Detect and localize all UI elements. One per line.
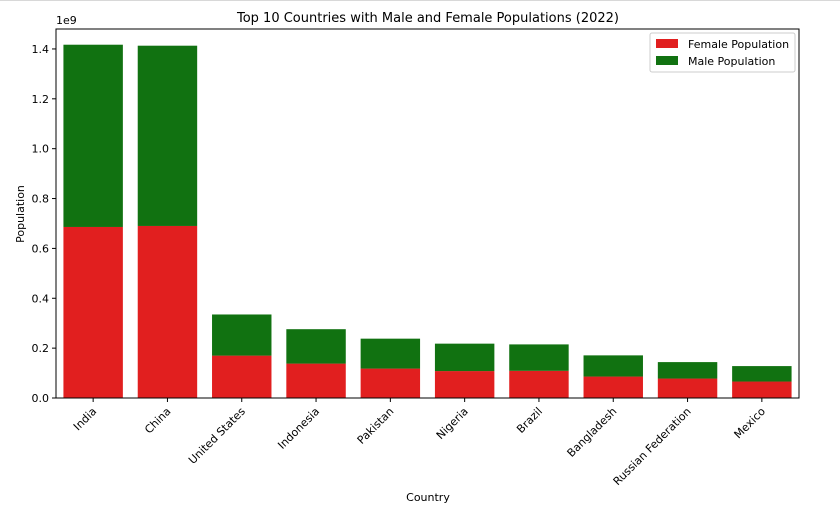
bar-female-brazil [509, 370, 569, 398]
y-axis-label: Population [14, 185, 27, 243]
y-axis: 0.0 0.2 0.4 0.6 0.8 1.0 1.2 1.4 [32, 43, 56, 405]
x-tick-label: Nigeria [434, 405, 471, 442]
bar-male-brazil [509, 344, 569, 371]
bar-female-bangladesh [583, 376, 643, 398]
bar-male-bangladesh [583, 355, 643, 377]
y-tick-label: 1.4 [32, 43, 50, 56]
legend-swatch-female [656, 39, 678, 48]
bar-male-india [63, 44, 123, 227]
bar-female-india [63, 226, 123, 398]
bar-male-pakistan [360, 338, 421, 369]
chart-title: Top 10 Countries with Male and Female Po… [236, 11, 619, 26]
legend: Female Population Male Population [649, 32, 796, 73]
bars-group [63, 44, 792, 398]
bar-female-united-states [212, 355, 272, 398]
bar-female-nigeria [434, 371, 495, 398]
y-tick-label: 0.0 [32, 392, 50, 405]
legend-frame [649, 32, 796, 73]
x-tick-label: Pakistan [355, 405, 397, 447]
bar-female-china [137, 225, 198, 398]
x-tick-label: Brazil [514, 405, 545, 436]
y-tick-label: 0.6 [32, 242, 50, 255]
bar-female-indonesia [286, 363, 346, 398]
bar-male-nigeria [434, 343, 495, 372]
bar-female-mexico [732, 381, 792, 398]
x-tick-label: China [142, 405, 173, 436]
legend-label-male: Male Population [688, 55, 775, 68]
y-tick-label: 0.4 [32, 292, 50, 305]
top-border [0, 0, 840, 1]
x-tick-label: India [71, 405, 99, 433]
bar-female-pakistan [360, 368, 421, 398]
y-tick-label: 0.8 [32, 193, 50, 206]
x-tick-label: Russian Federation [611, 405, 694, 488]
x-tick-label: Indonesia [275, 405, 322, 452]
bar-male-mexico [732, 366, 792, 382]
x-axis: India China United States Indonesia Pakistan… [71, 398, 768, 488]
legend-swatch-male [656, 56, 678, 65]
bar-male-russian-federation [657, 362, 718, 379]
bar-male-indonesia [286, 329, 346, 364]
x-tick-label: United States [186, 405, 248, 467]
legend-label-female: Female Population [688, 38, 789, 51]
y-scale-label: 1e9 [56, 14, 77, 27]
x-axis-label: Country [406, 491, 450, 504]
plot-frame [55, 28, 800, 399]
bar-female-russian-federation [657, 378, 718, 398]
y-tick-label: 1.2 [32, 93, 50, 106]
bar-male-china [137, 45, 198, 226]
y-tick-label: 0.2 [32, 342, 50, 355]
x-tick-label: Bangladesh [565, 405, 620, 460]
x-tick-label: Mexico [732, 405, 769, 442]
bar-male-united-states [212, 314, 272, 356]
y-tick-label: 1.0 [32, 143, 50, 156]
